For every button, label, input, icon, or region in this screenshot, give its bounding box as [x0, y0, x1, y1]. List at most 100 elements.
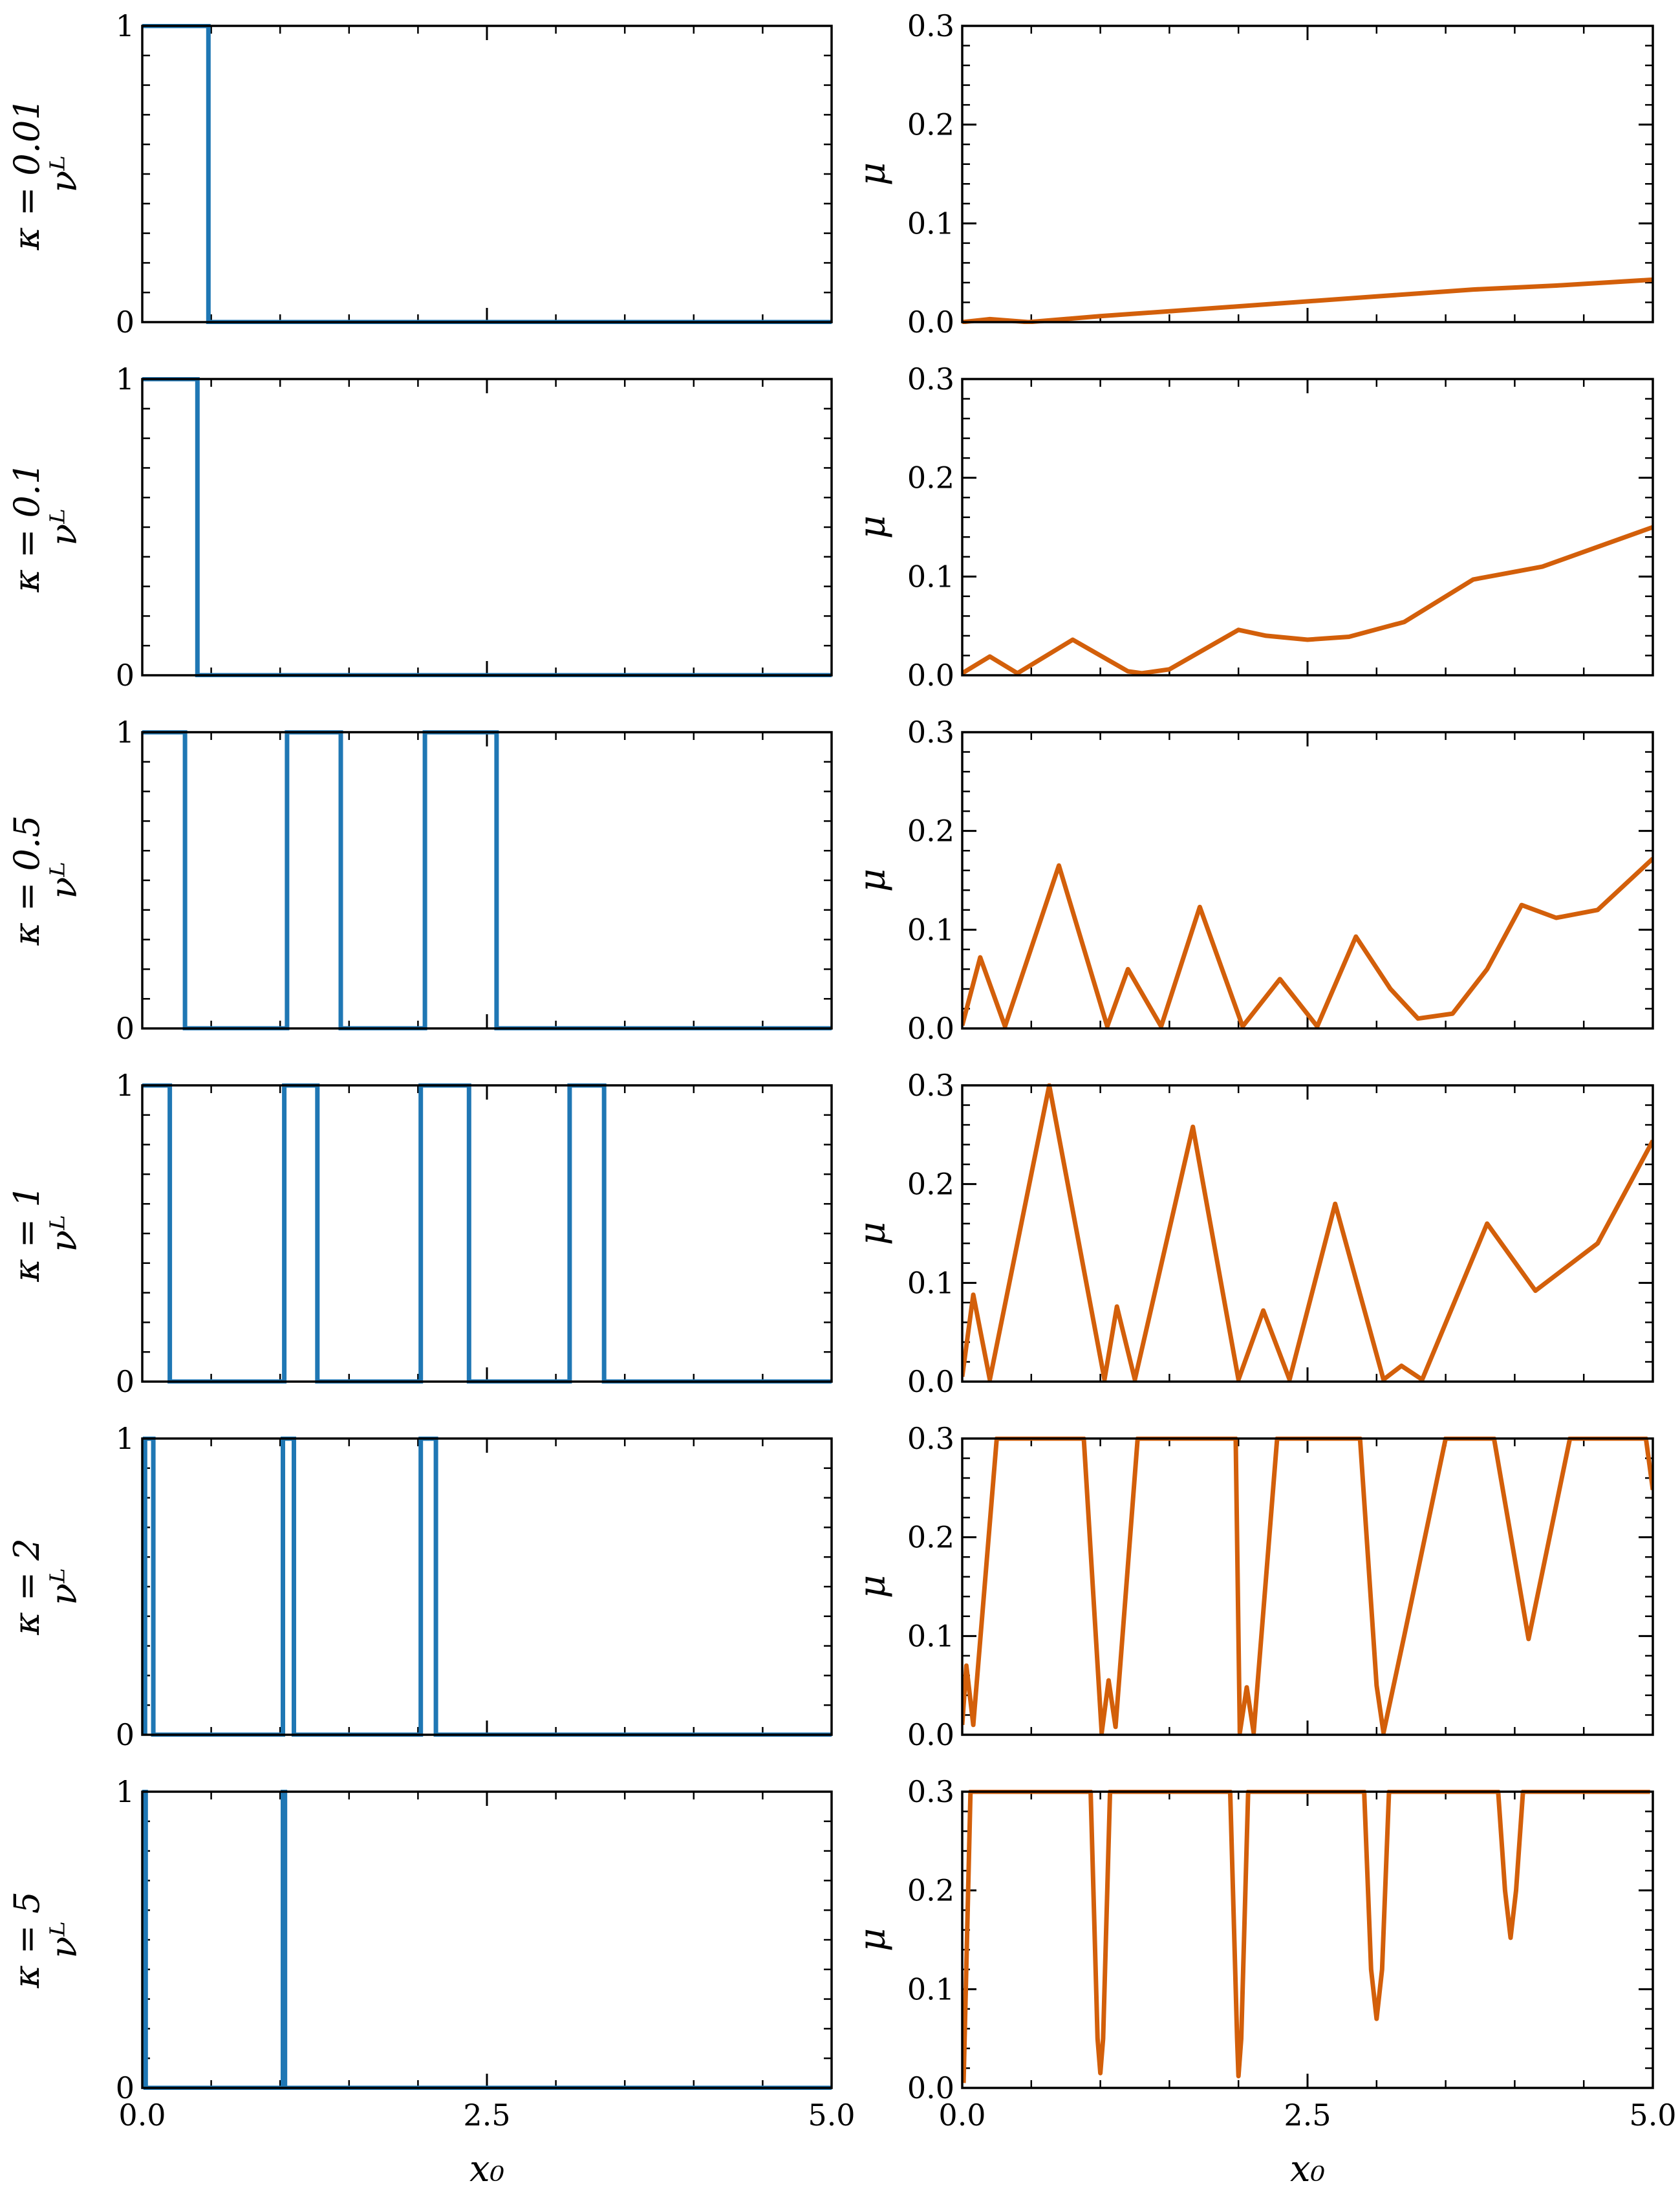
y-axis-label-nu: νᴸ	[43, 1215, 85, 1252]
y-tick-label: 0.0	[907, 1364, 954, 1399]
y-axis-label-nu: νᴸ	[43, 1921, 85, 1958]
y-tick-label: 0.1	[907, 206, 954, 241]
x-axis-label-left: x₀	[469, 2148, 504, 2190]
y-tick-label: 1	[116, 1421, 135, 1456]
y-tick-label: 0.1	[907, 1971, 954, 2006]
plot-frame	[961, 25, 1654, 323]
y-tick-label: 0.1	[907, 559, 954, 594]
y-tick-label: 0.0	[907, 2070, 954, 2105]
y-tick-label: 0	[116, 2070, 135, 2105]
mu-series-line	[962, 1437, 1653, 1735]
x-tick-label: 0.0	[938, 2098, 985, 2133]
nu-series-line	[142, 1437, 832, 1737]
plot-frame	[141, 25, 833, 323]
panel-nu-row-5: 0 1 κ = 2νᴸ	[6, 1421, 833, 1752]
x-tick-label: 0.0	[118, 2098, 166, 2133]
row-kappa-label: κ = 0.1	[6, 462, 47, 593]
plot-frame	[961, 1084, 1654, 1383]
plot-frame	[141, 378, 833, 677]
y-axis-label-nu: νᴸ	[43, 1568, 85, 1605]
row-kappa-label: κ = 0.5	[6, 816, 47, 946]
y-tick-label: 0	[116, 1011, 135, 1046]
nu-series-line	[142, 1083, 832, 1384]
y-tick-label: 0.0	[907, 658, 954, 693]
y-tick-label: 1	[116, 362, 135, 396]
nu-series-line	[142, 24, 832, 324]
y-tick-label: 1	[116, 8, 135, 43]
row-kappa-label: κ = 5	[6, 1891, 47, 1988]
y-tick-label: 1	[116, 1068, 135, 1103]
y-tick-label: 0.2	[907, 1873, 954, 1908]
y-tick-label: 0	[116, 1717, 135, 1752]
panel-nu-row-4: 0 1 κ = 1νᴸ	[6, 1068, 833, 1399]
y-tick-label: 0	[116, 1364, 135, 1399]
y-tick-label: 0	[116, 658, 135, 693]
panel-mu-row-3: 0.0 0.1 0.2 0.3 μ	[852, 715, 1654, 1046]
y-tick-label: 0.2	[907, 814, 954, 849]
plot-frame	[961, 1790, 1654, 2089]
y-tick-label: 0.3	[907, 8, 954, 43]
mu-series-line	[962, 277, 1653, 324]
y-tick-label: 0.1	[907, 1618, 954, 1653]
panel-nu-row-6: 0.0 2.5 5.0 0 1 κ = 5νᴸ	[6, 1774, 856, 2133]
y-tick-label: 1	[116, 715, 135, 750]
y-axis-label-mu: μ	[852, 869, 894, 892]
y-axis-label-nu: νᴸ	[43, 155, 85, 192]
y-axis-label-mu: μ	[852, 162, 894, 186]
nu-series-line	[142, 377, 832, 677]
panel-mu-row-1: 0.0 0.1 0.2 0.3 μ	[852, 8, 1654, 340]
nu-series-line	[142, 730, 832, 1030]
y-tick-label: 0.2	[907, 461, 954, 495]
plot-frame	[141, 1790, 833, 2089]
x-tick-label: 2.5	[1284, 2098, 1331, 2133]
panel-mu-row-6: 0.0 2.5 5.0 0.0 0.1 0.2 0.3 μ	[852, 1774, 1677, 2133]
plot-frame	[141, 1437, 833, 1736]
y-axis-label-nu: νᴸ	[43, 862, 85, 898]
panel-mu-row-2: 0.0 0.1 0.2 0.3 μ	[852, 362, 1654, 693]
row-kappa-label: κ = 2	[6, 1538, 47, 1635]
y-tick-label: 0.0	[907, 1717, 954, 1752]
y-axis-label-mu: μ	[852, 1222, 894, 1245]
mu-series-line	[962, 1790, 1650, 2083]
mu-series-line	[962, 856, 1653, 1029]
y-tick-label: 0.3	[907, 362, 954, 396]
y-tick-label: 0.0	[907, 305, 954, 340]
x-axis-label-right: x₀	[1290, 2148, 1325, 2190]
y-axis-label-mu: μ	[852, 516, 894, 539]
plot-frame	[141, 731, 833, 1030]
y-tick-label: 0.0	[907, 1011, 954, 1046]
mu-series-line	[962, 1083, 1653, 1382]
y-axis-label-mu: μ	[852, 1575, 894, 1598]
plot-frame	[961, 1437, 1654, 1736]
y-axis-label-mu: μ	[852, 1928, 894, 1951]
panel-mu-row-4: 0.0 0.1 0.2 0.3 μ	[852, 1068, 1654, 1399]
y-tick-label: 0.1	[907, 912, 954, 947]
row-kappa-label: κ = 1	[6, 1185, 47, 1282]
plot-frame	[141, 1084, 833, 1383]
panel-mu-row-5: 0.0 0.1 0.2 0.3 μ	[852, 1421, 1654, 1752]
y-tick-label: 0.3	[907, 1068, 954, 1103]
y-tick-label: 0.2	[907, 1167, 954, 1202]
mu-series-line	[962, 525, 1653, 676]
y-tick-label: 0	[116, 305, 135, 340]
y-tick-label: 0.2	[907, 107, 954, 142]
x-tick-label: 5.0	[808, 2098, 855, 2133]
y-axis-label-nu: νᴸ	[43, 508, 85, 545]
panel-nu-row-3: 0 1 κ = 0.5νᴸ	[6, 715, 833, 1046]
y-tick-label: 0.2	[907, 1520, 954, 1555]
row-kappa-label: κ = 0.01	[6, 98, 47, 250]
x-tick-label: 5.0	[1629, 2098, 1676, 2133]
y-tick-label: 0.3	[907, 1774, 954, 1809]
y-tick-label: 0.1	[907, 1265, 954, 1300]
nu-series-line	[142, 1790, 832, 2090]
y-tick-label: 0.3	[907, 1421, 954, 1456]
y-tick-label: 1	[116, 1774, 135, 1809]
panel-nu-row-2: 0 1 κ = 0.1νᴸ	[6, 362, 833, 693]
plot-frame	[961, 731, 1654, 1030]
y-tick-label: 0.3	[907, 715, 954, 750]
x-tick-label: 2.5	[463, 2098, 510, 2133]
plot-frame	[961, 378, 1654, 677]
